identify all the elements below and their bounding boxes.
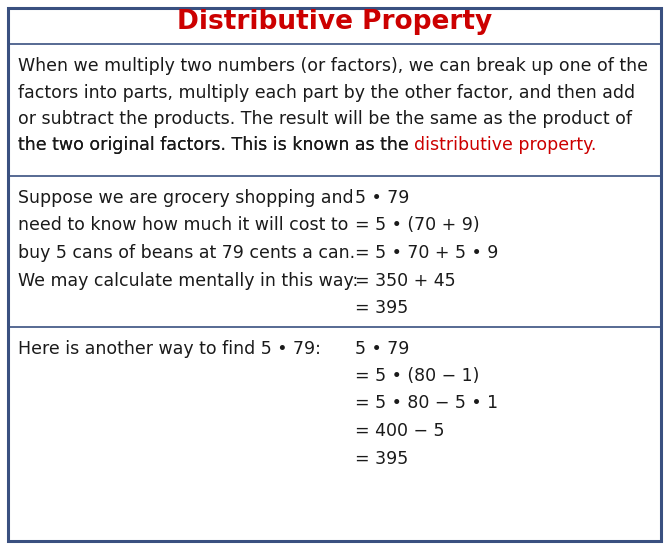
Text: the two original factors. This is known as the: the two original factors. This is known … [18, 137, 414, 154]
Text: = 5 • 70 + 5 • 9: = 5 • 70 + 5 • 9 [355, 244, 498, 262]
Text: the two original factors. This is known as the: the two original factors. This is known … [18, 137, 414, 154]
Text: = 395: = 395 [355, 450, 408, 468]
Text: = 350 + 45: = 350 + 45 [355, 272, 456, 289]
Text: = 5 • (70 + 9): = 5 • (70 + 9) [355, 216, 480, 234]
Text: buy 5 cans of beans at 79 cents a can.: buy 5 cans of beans at 79 cents a can. [18, 244, 355, 262]
Text: need to know how much it will cost to: need to know how much it will cost to [18, 216, 349, 234]
Text: or subtract the products. The result will be the same as the product of: or subtract the products. The result wil… [18, 110, 632, 128]
Text: Suppose we are grocery shopping and: Suppose we are grocery shopping and [18, 189, 354, 207]
Text: = 400 − 5: = 400 − 5 [355, 422, 444, 440]
Text: When we multiply two numbers (or factors), we can break up one of the: When we multiply two numbers (or factors… [18, 57, 648, 75]
Text: 5 • 79: 5 • 79 [355, 339, 409, 357]
Text: Distributive Property: Distributive Property [177, 9, 492, 35]
Text: 5 • 79: 5 • 79 [355, 189, 409, 207]
Text: = 395: = 395 [355, 299, 408, 317]
Text: = 5 • 80 − 5 • 1: = 5 • 80 − 5 • 1 [355, 395, 498, 412]
Text: Here is another way to find 5 • 79:: Here is another way to find 5 • 79: [18, 339, 321, 357]
Text: We may calculate mentally in this way:: We may calculate mentally in this way: [18, 272, 359, 289]
Text: = 5 • (80 − 1): = 5 • (80 − 1) [355, 367, 480, 385]
Text: distributive property.: distributive property. [414, 137, 597, 154]
Text: factors into parts, multiply each part by the other factor, and then add: factors into parts, multiply each part b… [18, 83, 635, 102]
